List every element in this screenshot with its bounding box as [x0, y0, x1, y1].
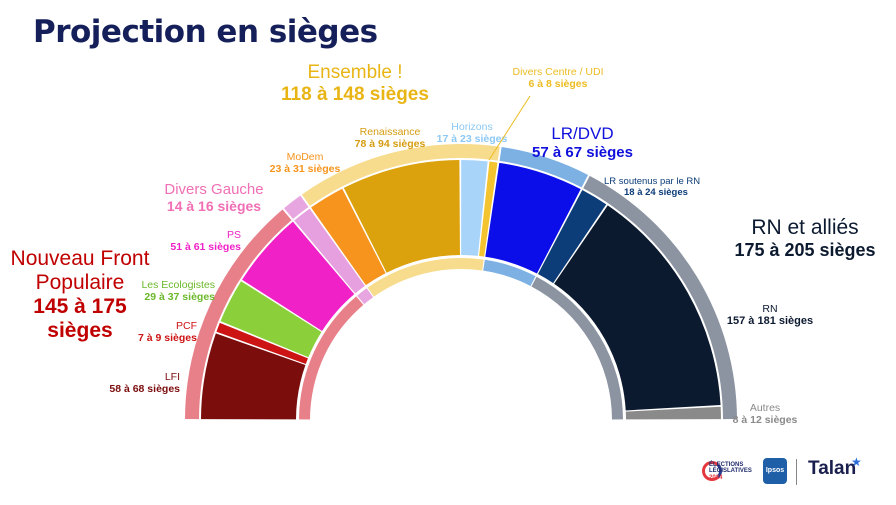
bloc-arc-inner-nouveau-front-populaire [299, 296, 364, 420]
elections-line1: ÉLECTIONS [709, 462, 744, 468]
party-range-ps: 51 à 61 sièges [170, 241, 241, 254]
bloc-label-rn-allies: RN et alliés 175 à 205 sièges [715, 216, 895, 261]
bloc-name-rn-allies: RN et alliés [751, 216, 859, 239]
party-range-pcf: 7 à 9 sièges [138, 332, 197, 345]
party-range-autres: 8 à 12 sièges [732, 414, 798, 427]
party-label-lfi: LFI 58 à 68 sièges [80, 371, 180, 395]
bloc-range-divers-gauche: 14 à 16 sièges [166, 198, 262, 215]
party-name-lr-rn: LR soutenus par le RN [604, 176, 701, 187]
segment-pcf [216, 322, 308, 364]
bloc-name-lr-dvd: LR/DVD [551, 124, 614, 143]
party-range-renaissance: 78 à 94 sièges [354, 138, 426, 151]
talan-logo: Talan [808, 458, 857, 479]
bloc-arc-outer-lr-dvd [499, 147, 589, 188]
party-label-divers-centre: Divers Centre / UDI 6 à 8 sièges [495, 66, 621, 90]
elections-logo: ÉLECTIONS LÉGISLATIVES 2024 [700, 457, 754, 487]
segment-rn [554, 205, 721, 411]
elections-ring-icon [702, 461, 722, 481]
elections-line3: 2024 [709, 474, 723, 481]
bloc-arc-inner-rn-et-allies [531, 276, 623, 420]
logo-divider [796, 459, 797, 485]
party-range-horizons: 17 à 23 sièges [436, 133, 508, 146]
party-range-ecologistes: 29 à 37 sièges [144, 291, 215, 304]
bloc-arc-outer-rn-et-allies [583, 175, 737, 420]
segment-modem [311, 188, 386, 286]
segment-renaissance [343, 160, 460, 273]
bloc-name-ensemble: Ensemble ! [307, 62, 403, 83]
party-range-lr-rn: 18 à 24 sièges [624, 186, 688, 198]
bloc-arcs [185, 144, 737, 420]
bloc-name-nfp: Nouveau Front Populaire [10, 247, 150, 295]
party-label-lr-rn: LR soutenus par le RN 18 à 24 sièges [604, 176, 734, 199]
party-name-renaissance: Renaissance [359, 126, 421, 138]
party-name-divers-centre: Divers Centre / UDI [512, 66, 604, 78]
party-label-renaissance: Renaissance 78 à 94 sièges [340, 126, 440, 150]
segment-divers-centre-udi [479, 161, 498, 257]
segment-horizons [461, 160, 488, 256]
party-name-lfi: LFI [164, 371, 180, 383]
bloc-label-nfp: Nouveau Front Populaire 145 à 175 sièges [0, 247, 160, 344]
segment-lr-soutenus-par-le-rn [537, 190, 607, 284]
segment-lr-dvd [485, 162, 581, 274]
party-name-rn: RN [762, 303, 778, 315]
party-range-modem: 23 à 31 sièges [269, 163, 341, 176]
party-range-lfi: 58 à 68 sièges [109, 383, 180, 396]
logos: ÉLECTIONS LÉGISLATIVES 2024 Ipsos Talan … [700, 455, 870, 495]
party-name-ecologistes: Les Ecologistes [141, 279, 215, 291]
bloc-arc-inner-divers-gauche [357, 288, 374, 305]
bloc-range-lr-dvd: 57 à 67 sièges [532, 143, 633, 161]
party-name-horizons: Horizons [451, 121, 493, 133]
party-name-pcf: PCF [176, 320, 197, 332]
party-segments [201, 160, 721, 420]
bloc-label-divers-gauche: Divers Gauche 14 à 16 sièges [152, 181, 276, 214]
bloc-label-lr-dvd: LR/DVD 57 à 67 sièges [515, 124, 650, 161]
party-name-modem: MoDem [286, 151, 324, 163]
segment-lfi [201, 333, 306, 420]
bloc-range-nfp: 145 à 175 sièges [33, 295, 127, 343]
bloc-arc-inner-lr-dvd [483, 259, 536, 286]
bloc-arc-outer-nouveau-front-populaire [185, 209, 292, 420]
bloc-range-rn-allies: 175 à 205 sièges [734, 240, 876, 261]
party-name-ps: PS [226, 229, 241, 241]
bloc-name-divers-gauche: Divers Gauche [164, 181, 264, 198]
segment-les-ecologistes [220, 281, 322, 358]
talan-star-icon: ★ [851, 455, 862, 469]
bloc-arc-outer-divers-gauche [284, 195, 309, 219]
party-label-ecologistes: Les Ecologistes 29 à 37 sièges [95, 279, 215, 303]
page-title: Projection en sièges [33, 14, 378, 50]
party-label-pcf: PCF 7 à 9 sièges [97, 320, 197, 344]
party-range-divers-centre: 6 à 8 sièges [528, 78, 588, 91]
segment-divers-gauche [294, 208, 365, 294]
bloc-label-ensemble: Ensemble ! 118 à 148 sièges [255, 62, 455, 106]
party-range-rn: 157 à 181 sièges [726, 315, 814, 328]
bloc-range-ensemble: 118 à 148 sièges [281, 83, 429, 105]
party-label-modem: MoDem 23 à 31 sièges [260, 151, 350, 175]
elections-line2: LÉGISLATIVES [709, 468, 752, 475]
party-label-autres: Autres 8 à 12 sièges [725, 402, 805, 426]
party-label-horizons: Horizons 17 à 23 sièges [430, 121, 514, 145]
party-name-autres: Autres [749, 402, 781, 414]
party-label-rn: RN 157 à 181 sièges [725, 303, 815, 328]
party-label-ps: PS 51 à 61 sièges [121, 229, 241, 253]
ipsos-logo: Ipsos [763, 458, 787, 484]
bloc-arc-outer-ensemble [301, 144, 500, 206]
segment-autres [625, 406, 721, 420]
segment-ps [242, 221, 355, 331]
bloc-arc-inner-ensemble [367, 257, 484, 297]
